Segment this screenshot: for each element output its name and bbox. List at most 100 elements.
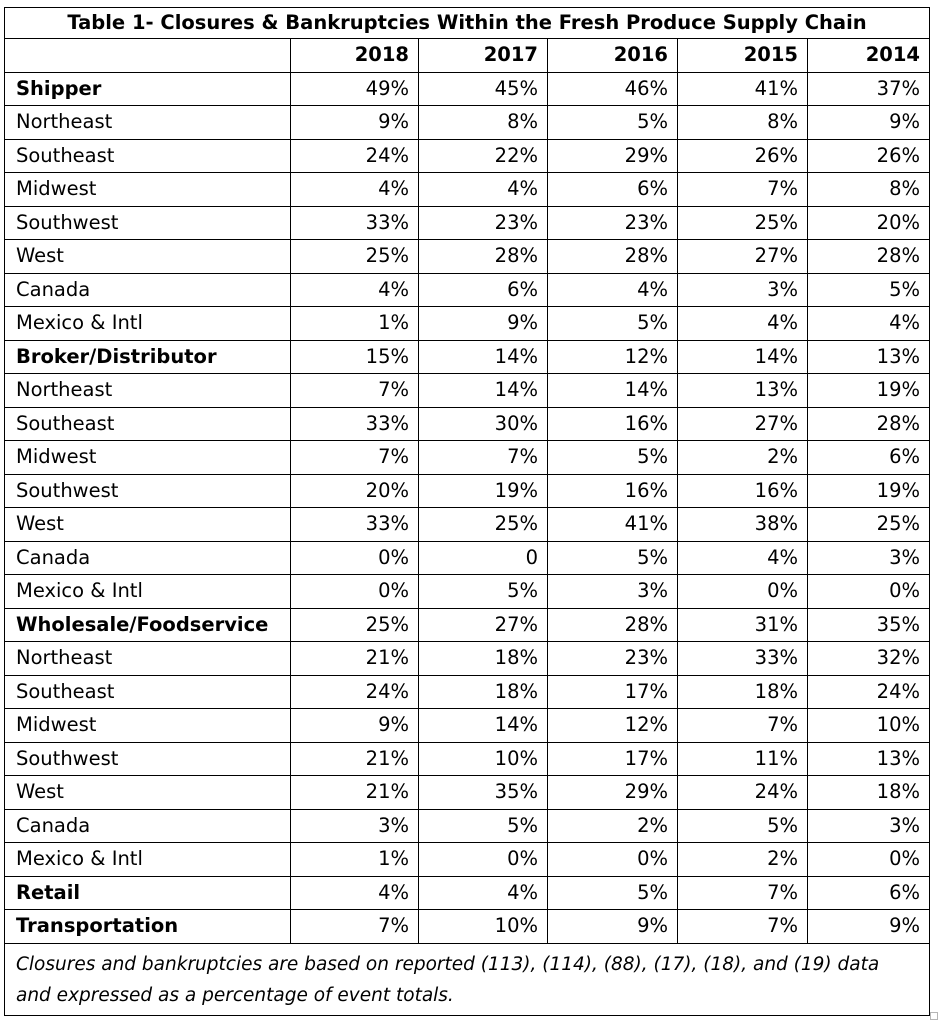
row-label: Mexico & Intl <box>4 574 291 609</box>
value-cell-2014: 19% <box>807 373 930 408</box>
value-cell-2018: 7% <box>290 373 419 408</box>
value-cell-2015: 3% <box>677 272 808 307</box>
value-cell-2015: 33% <box>677 641 808 676</box>
value-cell-2015: 2% <box>677 842 808 877</box>
row-label: West <box>4 507 291 542</box>
value-cell-2017: 5% <box>418 574 548 609</box>
value-cell-2017: 23% <box>418 205 548 240</box>
row-label: Midwest <box>4 708 291 743</box>
table-row: Northeast 21% 18% 23% 33% 32% <box>4 641 930 676</box>
row-label: West <box>4 775 291 810</box>
value-cell-2015: 14% <box>677 339 808 374</box>
value-cell-2015: 7% <box>677 909 808 944</box>
value-cell-2017: 10% <box>418 909 548 944</box>
value-cell-2015: 24% <box>677 775 808 810</box>
table-row: Northeast 7% 14% 14% 13% 19% <box>4 373 930 408</box>
value-cell-2015: 41% <box>677 71 808 106</box>
value-cell-2015: 7% <box>677 708 808 743</box>
value-cell-2016: 17% <box>547 674 678 709</box>
value-cell-2017: 7% <box>418 440 548 475</box>
value-cell-2014: 0% <box>807 842 930 877</box>
value-cell-2018: 25% <box>290 239 419 274</box>
year-header-2017: 2017 <box>418 38 548 73</box>
row-label: Southwest <box>4 473 291 508</box>
value-cell-2018: 20% <box>290 473 419 508</box>
value-cell-2017: 27% <box>418 607 548 642</box>
table-row: Midwest 9% 14% 12% 7% 10% <box>4 708 930 743</box>
table-row: Southwest 21% 10% 17% 11% 13% <box>4 741 930 776</box>
value-cell-2018: 7% <box>290 909 419 944</box>
table-row: Northeast 9% 8% 5% 8% 9% <box>4 105 930 140</box>
table-footnote: Closures and bankruptcies are based on r… <box>4 942 930 1016</box>
table-row: West 33% 25% 41% 38% 25% <box>4 507 930 542</box>
value-cell-2018: 0% <box>290 574 419 609</box>
value-cell-2015: 11% <box>677 741 808 776</box>
value-cell-2014: 6% <box>807 440 930 475</box>
value-cell-2016: 9% <box>547 909 678 944</box>
value-cell-2017: 4% <box>418 875 548 910</box>
value-cell-2018: 0% <box>290 540 419 575</box>
value-cell-2017: 0% <box>418 842 548 877</box>
table-row: Southeast 24% 18% 17% 18% 24% <box>4 674 930 709</box>
value-cell-2014: 24% <box>807 674 930 709</box>
section-label: Shipper <box>4 71 291 106</box>
footnote-row: Closures and bankruptcies are based on r… <box>4 942 930 1016</box>
value-cell-2014: 18% <box>807 775 930 810</box>
value-cell-2014: 8% <box>807 172 930 207</box>
value-cell-2014: 13% <box>807 339 930 374</box>
value-cell-2018: 49% <box>290 71 419 106</box>
value-cell-2018: 4% <box>290 172 419 207</box>
table-row: Mexico & Intl 1% 0% 0% 2% 0% <box>4 842 930 877</box>
value-cell-2018: 33% <box>290 507 419 542</box>
value-cell-2017: 6% <box>418 272 548 307</box>
value-cell-2017: 10% <box>418 741 548 776</box>
value-cell-2014: 9% <box>807 105 930 140</box>
row-label: Midwest <box>4 172 291 207</box>
value-cell-2017: 0 <box>418 540 548 575</box>
table-body: Table 1- Closures & Bankruptcies Within … <box>4 7 930 1016</box>
value-cell-2015: 31% <box>677 607 808 642</box>
value-cell-2018: 9% <box>290 105 419 140</box>
value-cell-2016: 28% <box>547 239 678 274</box>
value-cell-2016: 41% <box>547 507 678 542</box>
value-cell-2016: 5% <box>547 306 678 341</box>
section-label: Wholesale/Foodservice <box>4 607 291 642</box>
value-cell-2016: 29% <box>547 775 678 810</box>
value-cell-2016: 16% <box>547 473 678 508</box>
row-label: Southeast <box>4 406 291 441</box>
value-cell-2018: 33% <box>290 205 419 240</box>
value-cell-2014: 32% <box>807 641 930 676</box>
table-row: Canada 3% 5% 2% 5% 3% <box>4 808 930 843</box>
value-cell-2015: 25% <box>677 205 808 240</box>
value-cell-2014: 28% <box>807 406 930 441</box>
value-cell-2018: 25% <box>290 607 419 642</box>
value-cell-2016: 3% <box>547 574 678 609</box>
value-cell-2016: 12% <box>547 708 678 743</box>
row-label: Mexico & Intl <box>4 842 291 877</box>
value-cell-2014: 3% <box>807 540 930 575</box>
value-cell-2017: 4% <box>418 172 548 207</box>
value-cell-2018: 21% <box>290 641 419 676</box>
table-title: Table 1- Closures & Bankruptcies Within … <box>4 7 930 39</box>
value-cell-2016: 16% <box>547 406 678 441</box>
value-cell-2016: 2% <box>547 808 678 843</box>
table-title-row: Table 1- Closures & Bankruptcies Within … <box>4 7 930 39</box>
value-cell-2014: 13% <box>807 741 930 776</box>
value-cell-2015: 38% <box>677 507 808 542</box>
section-label: Broker/Distributor <box>4 339 291 374</box>
value-cell-2017: 14% <box>418 339 548 374</box>
value-cell-2014: 19% <box>807 473 930 508</box>
value-cell-2018: 15% <box>290 339 419 374</box>
value-cell-2017: 9% <box>418 306 548 341</box>
value-cell-2018: 9% <box>290 708 419 743</box>
section-label: Transportation <box>4 909 291 944</box>
table-section-row: Shipper 49% 45% 46% 41% 37% <box>4 71 930 106</box>
value-cell-2017: 30% <box>418 406 548 441</box>
value-cell-2017: 35% <box>418 775 548 810</box>
value-cell-2014: 10% <box>807 708 930 743</box>
value-cell-2014: 6% <box>807 875 930 910</box>
row-label: Southwest <box>4 205 291 240</box>
value-cell-2016: 5% <box>547 105 678 140</box>
row-label: Mexico & Intl <box>4 306 291 341</box>
row-label: West <box>4 239 291 274</box>
